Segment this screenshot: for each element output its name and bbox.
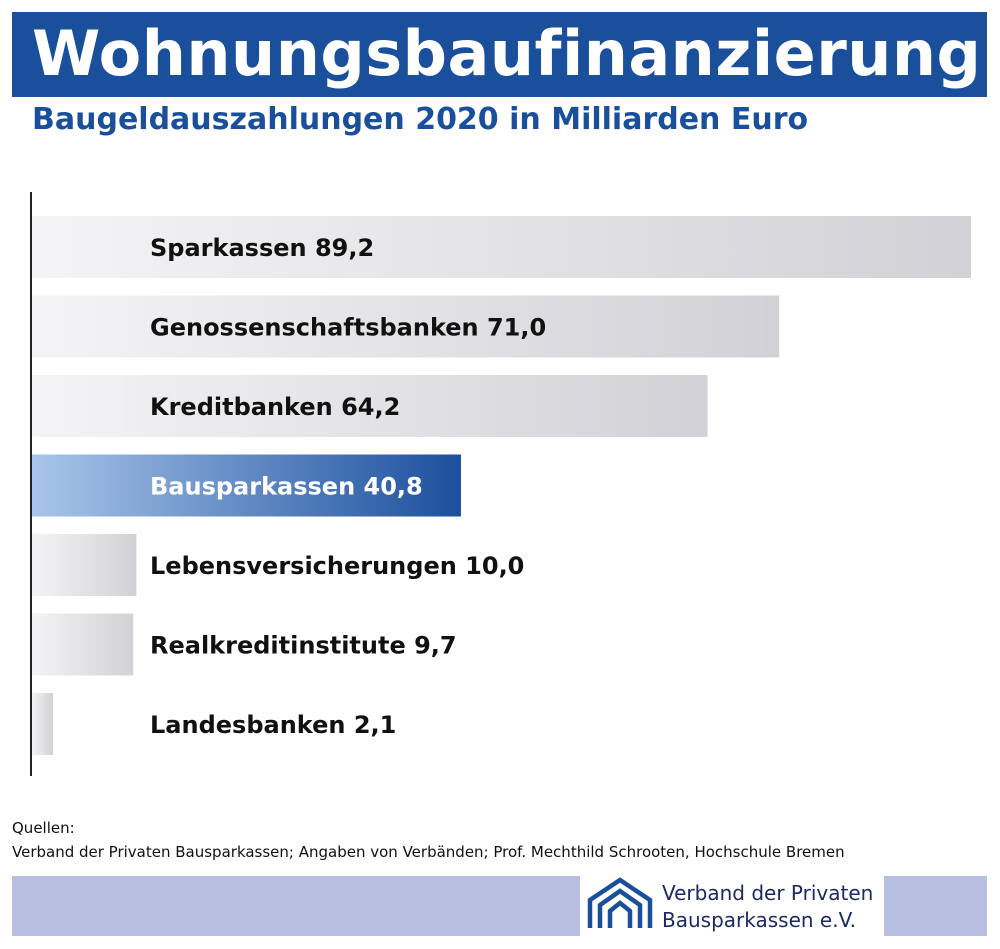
bar-label-bausparkassen: Bausparkassen 40,8 [150,473,423,501]
bar-realkreditinstitute [31,613,134,676]
association-logo-text: Verband der Privaten Bausparkassen e.V. [662,880,873,934]
chart-subtitle: Baugeldauszahlungen 2020 in Milliarden E… [32,102,809,137]
bar-label-realkreditinstitute: Realkreditinstitute 9,7 [150,632,457,660]
footer-band-left [12,876,580,936]
bar-genossenschaftsbanken [31,295,780,358]
chart-title: Wohnungsbaufinanzierung [32,17,982,90]
bar-label-kreditbanken: Kreditbanken 64,2 [150,393,400,421]
logo-line-1: Verband der Privaten [662,881,874,905]
sources-heading: Quellen: [12,819,75,837]
sources-note: Quellen: Verband der Privaten Bausparkas… [12,816,845,864]
bar-label-genossenschaftsbanken: Genossenschaftsbanken 71,0 [150,314,546,342]
bar-label-sparkassen: Sparkassen 89,2 [150,234,374,262]
title-bar: Wohnungsbaufinanzierung [12,12,987,97]
footer-band-right [884,876,987,936]
bar-label-landesbanken: Landesbanken 2,1 [150,711,396,739]
bar-bausparkassen [31,454,461,517]
bar-lebensversicherungen [31,534,137,596]
bar-chart: Sparkassen 89,2 Genossenschaftsbanken 71,… [30,192,971,776]
bar-label-lebensversicherungen: Lebensversicherungen 10,0 [150,552,524,580]
bar-kreditbanken [31,375,708,437]
bar-sparkassen [31,216,971,278]
house-roofs-icon [587,877,653,928]
bar-landesbanken [31,693,54,755]
sources-text: Verband der Privaten Bausparkassen; Anga… [12,843,845,861]
logo-line-2: Bausparkassen e.V. [662,908,857,932]
